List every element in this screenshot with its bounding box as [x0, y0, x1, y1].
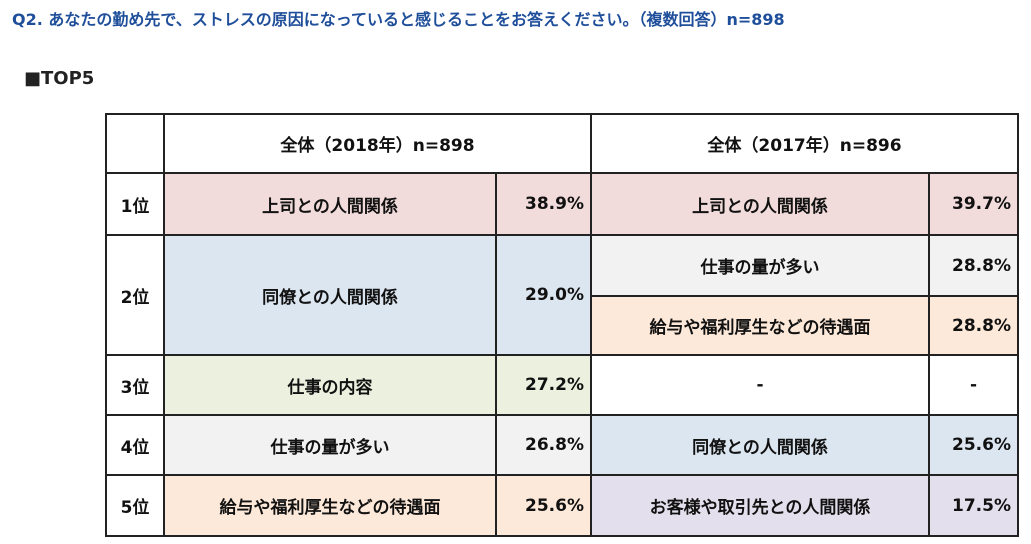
question-title: Q2. あなたの勤め先で、ストレスの原因になっていると感じることをお答えください… — [12, 10, 785, 29]
item: 仕事の内容 — [163, 354, 497, 416]
percent: 28.8% — [928, 295, 1019, 356]
percent: 26.8% — [495, 414, 592, 476]
item: 同僚との人間関係 — [163, 234, 497, 356]
item: - — [590, 354, 930, 416]
percent: 27.2% — [495, 354, 592, 416]
corner — [105, 113, 165, 174]
rank: 2位 — [105, 234, 165, 356]
percent: 17.5% — [928, 474, 1019, 537]
rank: 3位 — [105, 354, 165, 416]
column-header: 全体（2018年）n=898 — [163, 113, 592, 174]
percent: 39.7% — [928, 172, 1019, 236]
item: 仕事の量が多い — [590, 234, 930, 297]
percent: 25.6% — [928, 414, 1019, 476]
percent: 25.6% — [495, 474, 592, 537]
percent: - — [928, 354, 1019, 416]
column-header: 全体（2017年）n=896 — [590, 113, 1019, 174]
percent: 28.8% — [928, 234, 1019, 297]
rank: 1位 — [105, 172, 165, 236]
item: 仕事の量が多い — [163, 414, 497, 476]
item: 給与や福利厚生などの待遇面 — [163, 474, 497, 537]
percent: 38.9% — [495, 172, 592, 236]
item: 同僚との人間関係 — [590, 414, 930, 476]
percent: 29.0% — [495, 234, 592, 356]
section-label: ■TOP5 — [24, 68, 95, 89]
item: 給与や福利厚生などの待遇面 — [590, 295, 930, 356]
item: お客様や取引先との人間関係 — [590, 474, 930, 537]
rank: 5位 — [105, 474, 165, 537]
rank: 4位 — [105, 414, 165, 476]
item: 上司との人間関係 — [590, 172, 930, 236]
item: 上司との人間関係 — [163, 172, 497, 236]
ranking-table: 全体（2018年）n=898 全体（2017年）n=896 1位 上司との人間関… — [105, 113, 1019, 537]
